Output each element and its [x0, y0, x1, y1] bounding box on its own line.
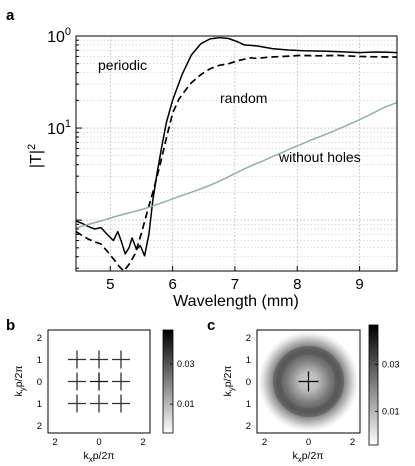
ring-group-c: [258, 331, 359, 432]
series-line-periodic: [76, 36, 397, 257]
x-tick-label: 5: [106, 276, 114, 293]
series-line-without-holes: [76, 101, 397, 229]
y-tick-label: 1: [37, 355, 42, 366]
colorbar-tick-label: 0.01: [382, 406, 400, 416]
colorbar-tick-label: 0.03: [177, 359, 195, 369]
colorbar-tick-label: 0.01: [177, 399, 195, 409]
series-line-random: [76, 54, 397, 271]
y-tick-label: 100: [47, 26, 71, 46]
y-axis-label-a: |T|2: [26, 144, 45, 168]
x-axis-label-c: kxp/2π: [292, 450, 323, 464]
x-tick-label: 2: [140, 437, 145, 448]
y-axis-ticks-a: 100 101: [47, 26, 82, 269]
colorbar-ticks-c: 0.03 0.01: [375, 360, 400, 416]
y-tick-label: 0: [246, 377, 251, 388]
annotation-periodic: periodic: [98, 57, 147, 73]
peaks-group-b: [68, 350, 130, 413]
colorbar-b: [162, 329, 174, 434]
y-axis-label-c: kyp/2π: [222, 365, 236, 396]
x-tick-label: 2: [350, 437, 355, 448]
y-tick-label: 1: [37, 399, 42, 410]
y-tick-label: 1: [246, 399, 251, 410]
x-axis-ticks-a: 5 6 7 8 9: [106, 266, 364, 293]
x-tick-label: 9: [355, 276, 363, 293]
x-tick-label: 2: [262, 437, 267, 448]
series-group-a: [76, 36, 397, 271]
x-tick-label: 0: [306, 437, 311, 448]
y-tick-label: 0: [37, 377, 42, 388]
y-tick-label: 2: [37, 421, 42, 432]
colorbar-c: [368, 324, 379, 446]
plot-frame-a: [75, 35, 398, 272]
ring-band: [273, 346, 344, 417]
colorbar-ticks-b: 0.03 0.01: [170, 359, 195, 409]
y-tick-label: 1: [246, 355, 251, 366]
colorbar-tick-label: 0.03: [382, 360, 400, 370]
y-axis-label-b: kyp/2π: [13, 365, 27, 396]
y-tick-label: 2: [246, 421, 251, 432]
panel-label-a: a: [6, 7, 15, 24]
y-tick-label: 2: [37, 333, 42, 344]
x-tick-label: 2: [52, 437, 57, 448]
x-axis-label-a: Wavelength (mm): [173, 293, 299, 310]
panel-label-c: c: [207, 317, 215, 334]
y-tick-label: 101: [47, 118, 71, 138]
x-tick-label: 0: [96, 437, 101, 448]
x-axis-label-b: kxp/2π: [83, 450, 114, 464]
annotation-random: random: [220, 90, 267, 106]
panel-label-b: b: [6, 317, 15, 334]
x-tick-label: 6: [168, 276, 176, 293]
x-tick-label: 7: [231, 276, 239, 293]
y-tick-label: 2: [246, 333, 251, 344]
x-tick-label: 8: [293, 276, 301, 293]
annotation-without-holes: without holes: [278, 149, 361, 165]
